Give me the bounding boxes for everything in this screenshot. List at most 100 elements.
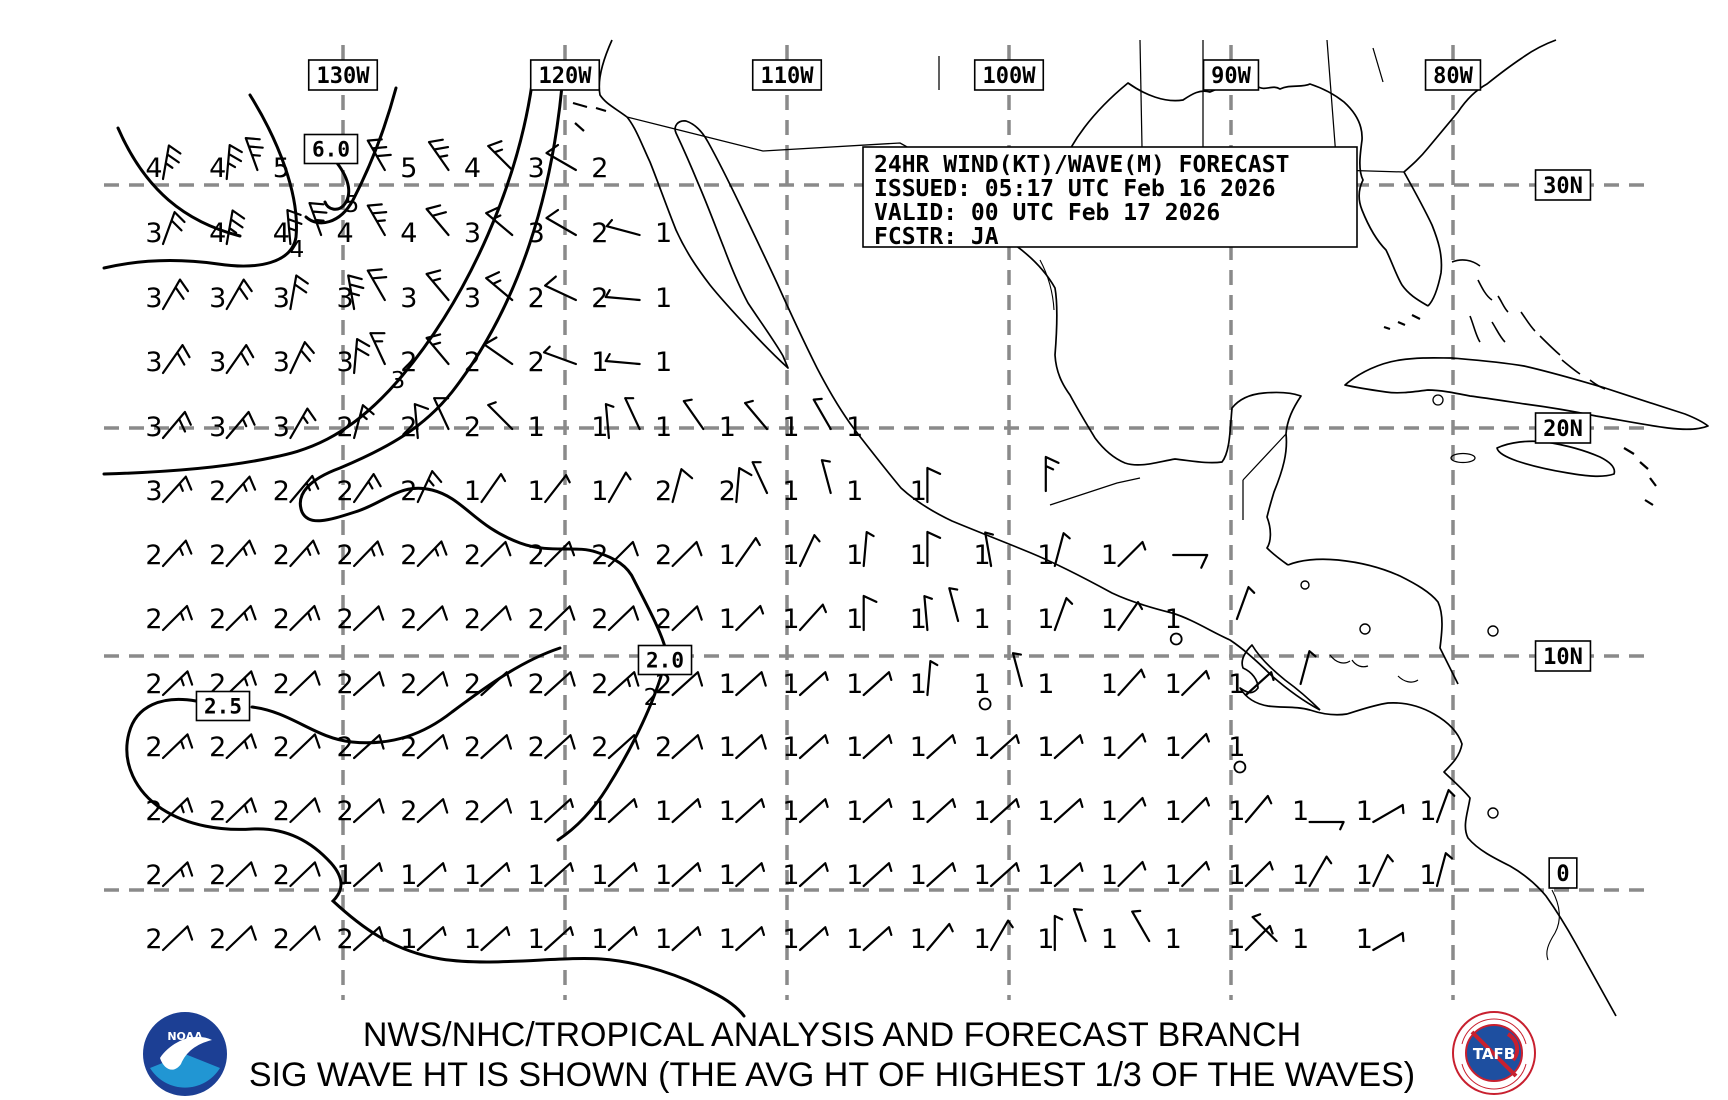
noaa-logo: NOAA [143,1012,227,1096]
wind-barb-icon [1053,862,1084,888]
station-cell: 2 [273,474,320,507]
station-cell: 1 [719,537,761,571]
station-cell: 1 [782,860,829,891]
wave-height-value: 1 [974,540,991,571]
wave-height-value: 2 [591,153,608,184]
wave-height-value: 1 [528,412,545,443]
wave-height-value: 3 [337,347,354,378]
wave-height-value: 1 [655,860,672,891]
wave-height-value: 2 [145,796,162,827]
station-cell: 2 [464,604,512,635]
wave-height-value: 2 [400,347,417,378]
wind-barb-icon [544,862,574,888]
station-cell: 1 [1101,668,1146,700]
station-cell: 1 [1101,732,1147,763]
station-cell: 2 [145,732,194,763]
wave-height-value: 3 [209,347,226,378]
station-cell: 1 [719,669,767,700]
wind-barb-icon [926,466,942,504]
wave-height-value: 1 [782,476,799,507]
station-cell: 4 [308,202,354,249]
wave-height-value: 1 [591,476,608,507]
tafb-ring-arc [1461,1063,1527,1090]
station-cell: 2 [209,732,257,763]
wind-barb-icon [1181,860,1210,888]
station-cell: 1 [624,397,672,443]
station-cell: 3 [337,338,371,378]
station-cell: 3 [425,204,481,249]
wind-barb-icon [1372,803,1405,824]
wind-barb-icon [225,475,257,504]
station-cell: 4 [366,203,417,249]
station-cell: 1 [591,924,638,955]
wind-barb-icon [544,926,574,952]
wave-height-value: 2 [591,540,608,571]
wave-height-value: 1 [655,924,672,955]
wave-contour-label-box [195,690,251,722]
station-cell: 1 [782,534,821,571]
wind-barb-icon [607,798,638,824]
wave-height-value: 1 [719,540,736,571]
wind-barb-icon [671,926,702,952]
wave-height-value: 1 [1356,796,1373,827]
wave-height-value: 2 [400,604,417,635]
station-cell: 1 [910,530,942,571]
station-cell: 1 [846,531,875,571]
station-cell: 1 [1072,908,1118,955]
wave-contour [323,161,351,211]
wind-barb-icon [225,733,257,760]
station-cell: 1 [528,474,571,507]
wave-height-value: 1 [782,412,799,443]
station-cell: 1 [1101,796,1147,827]
station-cell: 4 [209,144,243,184]
wave-height-value: 1 [846,796,863,827]
wind-barb-icon [798,734,829,760]
wind-barb-icon [990,862,1020,888]
station-cell: 1 [1419,789,1456,827]
wind-barb-icon [862,926,893,952]
wind-barb-icon [480,473,507,504]
wave-height-value: 4 [464,153,481,184]
wind-barb-icon [607,540,639,568]
station-cell: 1 [400,924,447,955]
wave-height-value: 3 [273,412,290,443]
station-cell: 2 [337,732,385,763]
wind-barb-icon [671,468,694,504]
wave-height-value: 1 [910,732,927,763]
wind-barb-icon [607,471,632,504]
wind-barb-icon [1011,652,1023,688]
station-cell: 1 [846,594,878,635]
wind-barb-icon [289,474,320,504]
wind-barb-icon [545,208,577,237]
forecast-info-box: 24HR WIND(KT)/WAVE(M) FORECAST ISSUED: 0… [862,146,1358,250]
wind-barb-icon [416,734,449,760]
wave-height-value: 2 [400,669,417,700]
longitude-label: 120W [539,64,593,89]
wave-height-value: 1 [719,924,736,955]
wave-height-value: 1 [846,540,863,571]
wave-height-value: 1 [974,604,991,635]
wave-contour-label: 6.0 [312,138,350,162]
wave-height-value: 1 [1037,669,1054,700]
wind-barb-icon [671,862,702,888]
station-cell: 1 [1356,854,1394,891]
footer-wave-note: SIG WAVE HT IS SHOWN (THE AVG HT OF HIGH… [249,1056,1415,1094]
station-cell: 2 [544,275,608,314]
wave-height-value: 2 [591,218,608,249]
wave-height-value: 1 [719,412,736,443]
wave-height-value: 3 [400,283,417,314]
wind-barb-icon [1117,732,1147,760]
wave-height-value: 1 [782,604,799,635]
wave-height-value: 1 [1101,604,1118,635]
station-cell: 2 [719,467,753,507]
station-cell: 1 [744,399,800,443]
wind-barb-icon [366,268,388,302]
wave-height-value: 1 [655,412,672,443]
wind-barb-icon [289,407,317,440]
tafb-logo-label: TAFB [1473,1045,1515,1063]
station-cell: 1 [655,796,702,827]
station-cell: 1 [910,595,933,635]
wind-barb-icon [1053,532,1071,568]
wave-height-value: 2 [528,347,545,378]
